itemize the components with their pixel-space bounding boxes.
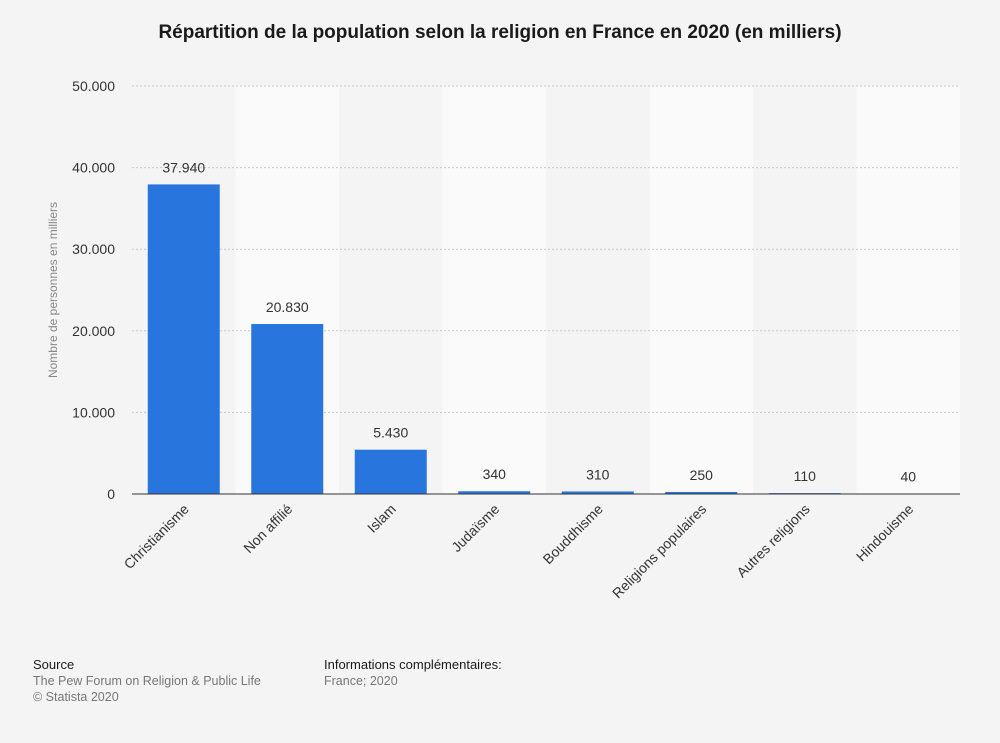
- value-labels: 37.940 20.830 5.430 340 310 250 110 40: [162, 159, 916, 484]
- bars: [147, 184, 945, 494]
- category-label: Christianisme: [121, 501, 192, 572]
- value-label: 250: [690, 467, 714, 483]
- y-tick-label: 50.000: [72, 78, 115, 94]
- value-label: 340: [483, 466, 507, 482]
- category-label: Judaïsme: [448, 501, 502, 555]
- y-tick-label: 10.000: [72, 404, 115, 420]
- y-tick-label: 20.000: [72, 323, 115, 339]
- bar-chart: 0 10.000 20.000 30.000 40.000 50.000 Nombre d…: [46, 78, 960, 602]
- info-heading: Informations complémentaires:: [324, 657, 502, 672]
- bar: [561, 491, 634, 494]
- category-label: Non affilié: [240, 501, 295, 556]
- x-axis-category-labels: Christianisme Non affilié Islam Judaïsme Bou…: [121, 501, 917, 602]
- y-tick-label: 40.000: [72, 160, 115, 176]
- band: [649, 86, 753, 494]
- info-line: France; 2020: [324, 674, 398, 688]
- y-axis-label: Nombre de personnes en milliers: [46, 202, 60, 378]
- category-label: Bouddhisme: [540, 501, 606, 567]
- band: [856, 86, 960, 494]
- chart-title: Répartition de la population selon la re…: [158, 22, 842, 43]
- info-block: Informations complémentaires: France; 20…: [324, 657, 502, 689]
- bar: [354, 449, 427, 494]
- category-label: Islam: [364, 501, 399, 536]
- alternating-bands: [235, 86, 960, 494]
- bar: [147, 184, 220, 494]
- y-tick-label: 0: [107, 486, 115, 502]
- value-label: 37.940: [162, 159, 205, 175]
- value-label: 20.830: [266, 299, 309, 315]
- category-label: Hindouisme: [853, 501, 917, 565]
- value-label: 110: [794, 468, 817, 484]
- bar: [251, 324, 324, 494]
- source-block: Source The Pew Forum on Religion & Publi…: [33, 657, 261, 705]
- category-label: Autres religions: [733, 501, 813, 581]
- copyright-line: © Statista 2020: [33, 690, 119, 704]
- source-line[interactable]: The Pew Forum on Religion & Public Life: [33, 674, 261, 688]
- bar: [458, 491, 531, 494]
- y-tick-label: 30.000: [72, 241, 115, 257]
- value-label: 40: [900, 469, 916, 485]
- bar: [665, 491, 738, 494]
- category-label: Religions populaires: [609, 501, 709, 601]
- value-label: 310: [586, 466, 610, 482]
- value-label: 5.430: [373, 425, 408, 441]
- y-axis-ticks: 0 10.000 20.000 30.000 40.000 50.000: [72, 78, 115, 502]
- band: [442, 86, 546, 494]
- source-heading: Source: [33, 657, 75, 672]
